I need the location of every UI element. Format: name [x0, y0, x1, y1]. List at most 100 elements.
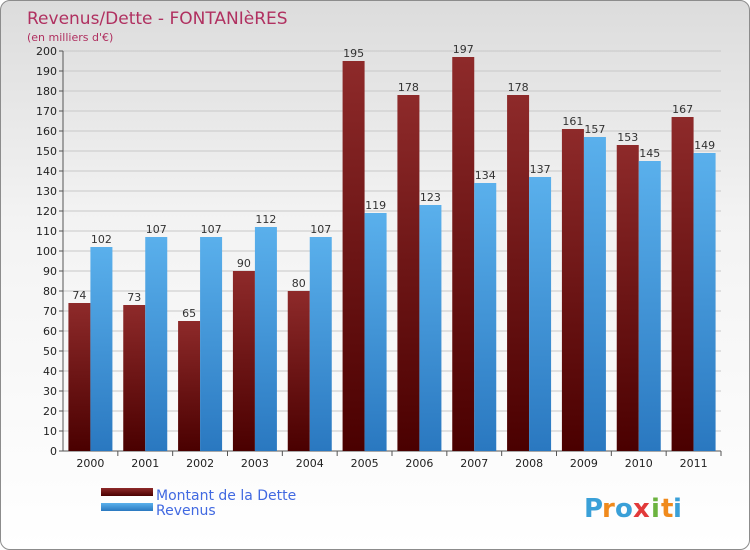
bar-debt [68, 303, 91, 451]
y-tick-label: 110 [36, 225, 57, 238]
bar-revenue [364, 213, 387, 451]
legend-label-debt: Montant de la Dette [156, 488, 296, 504]
x-tick-label: 2011 [680, 457, 708, 470]
data-label-revenue: 107 [310, 223, 331, 236]
bar-revenue [638, 161, 661, 451]
x-tick-label: 2004 [296, 457, 324, 470]
bar-debt [342, 61, 365, 451]
y-tick-label: 180 [36, 85, 57, 98]
logo-letter: i [673, 494, 682, 524]
bar-debt [452, 57, 475, 451]
data-label-debt: 65 [182, 307, 196, 320]
bar-revenue [254, 227, 277, 451]
data-label-revenue: 137 [530, 163, 551, 176]
y-tick-label: 100 [36, 245, 57, 258]
data-label-revenue: 107 [201, 223, 222, 236]
bar-debt [123, 305, 146, 451]
data-label-revenue: 119 [365, 199, 386, 212]
bar-revenue [419, 205, 442, 451]
chart-title: Revenus/Dette - FONTANIèRES [27, 9, 288, 29]
bar-debt [616, 145, 639, 451]
bar-revenue [145, 237, 168, 451]
legend-label-revenue: Revenus [156, 503, 216, 519]
y-tick-label: 160 [36, 125, 57, 138]
y-tick-label: 50 [43, 345, 57, 358]
bar-debt [232, 271, 255, 451]
bar-debt [178, 321, 201, 451]
y-tick-label: 170 [36, 105, 57, 118]
y-tick-label: 190 [36, 65, 57, 78]
data-label-debt: 178 [508, 81, 529, 94]
logo-letter: o [615, 494, 633, 524]
x-tick-label: 2007 [460, 457, 488, 470]
y-tick-label: 130 [36, 185, 57, 198]
legend: Montant de la Dette Revenus [101, 488, 296, 519]
y-tick-label: 80 [43, 285, 57, 298]
x-tick-label: 2000 [76, 457, 104, 470]
y-tick-label: 60 [43, 325, 57, 338]
labels: 74 102 73 107 65 107 90 112 80 107 195 119 178 123 197… [72, 43, 715, 320]
gridlines [63, 50, 721, 452]
y-tick-label: 140 [36, 165, 57, 178]
data-label-debt: 153 [617, 131, 638, 144]
data-label-debt: 74 [72, 289, 86, 302]
chart-subtitle: (en milliers d'€) [27, 31, 113, 44]
x-tick-label: 2005 [351, 457, 379, 470]
legend-swatch-revenue [101, 503, 153, 511]
data-label-debt: 178 [398, 81, 419, 94]
data-label-revenue: 102 [91, 233, 112, 246]
x-tick-label: 2010 [625, 457, 653, 470]
logo-letter: r [602, 494, 615, 524]
logo-letter: i [651, 494, 660, 524]
data-label-revenue: 134 [475, 169, 496, 182]
bar-revenue [693, 153, 716, 451]
bar-debt [671, 117, 694, 451]
y-tick-label: 90 [43, 265, 57, 278]
bar-debt [561, 129, 584, 451]
x-tick-label: 2003 [241, 457, 269, 470]
bar-revenue [90, 247, 113, 451]
data-label-debt: 195 [343, 47, 364, 60]
bar-debt [287, 291, 310, 451]
data-label-debt: 90 [237, 257, 251, 270]
data-label-revenue: 123 [420, 191, 441, 204]
y-tick-label: 0 [50, 445, 57, 458]
bar-debt [397, 95, 420, 451]
data-label-revenue: 149 [694, 139, 715, 152]
logo-letter: t [661, 494, 673, 524]
data-label-revenue: 107 [146, 223, 167, 236]
data-label-revenue: 112 [255, 213, 276, 226]
proxiti-logo: Pr o x i t i [584, 494, 682, 524]
bar-revenue [309, 237, 332, 451]
data-label-debt: 167 [672, 103, 693, 116]
data-label-debt: 197 [453, 43, 474, 56]
y-tick-label: 150 [36, 145, 57, 158]
bar-revenue [474, 183, 497, 451]
bars [68, 57, 716, 451]
data-label-debt: 73 [127, 291, 141, 304]
bar-revenue [200, 237, 223, 451]
data-label-revenue: 145 [639, 147, 660, 160]
x-tick-label: 2006 [405, 457, 433, 470]
y-tick-label: 70 [43, 305, 57, 318]
logo-letter: x [633, 494, 650, 524]
x-tick-label: 2002 [186, 457, 214, 470]
bar-revenue [529, 177, 552, 451]
legend-swatch-debt [101, 488, 153, 496]
axes: 0 10 20 30 40 50 60 70 80 90 100 110 120 130 140 150 160… [36, 45, 722, 470]
bar-revenue [583, 137, 606, 451]
x-tick-label: 2009 [570, 457, 598, 470]
y-tick-label: 200 [36, 45, 57, 58]
x-tick-label: 2008 [515, 457, 543, 470]
bar-debt [507, 95, 530, 451]
y-tick-label: 20 [43, 405, 57, 418]
y-tick-label: 40 [43, 365, 57, 378]
data-label-revenue: 157 [584, 123, 605, 136]
data-label-debt: 80 [292, 277, 306, 290]
y-tick-label: 10 [43, 425, 57, 438]
y-tick-label: 120 [36, 205, 57, 218]
logo-letter: P [584, 494, 603, 524]
y-tick-label: 30 [43, 385, 57, 398]
